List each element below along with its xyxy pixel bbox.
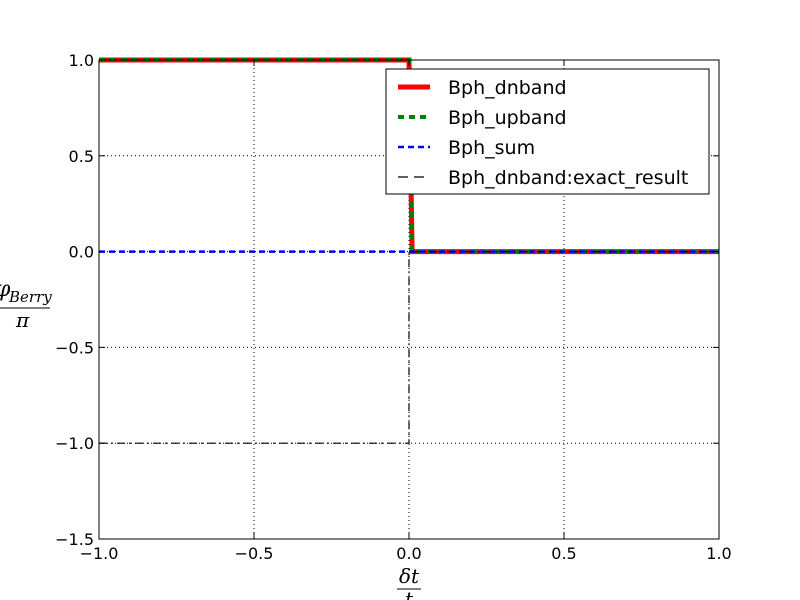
y-tick-label: −1.0 xyxy=(55,434,94,453)
legend: Bph_dnband Bph_upband Bph_sum Bph_dnband:ex… xyxy=(385,68,710,195)
y-axis-label: φ Berry π xyxy=(0,277,52,332)
y-tick-label: 1.0 xyxy=(69,51,94,70)
legend-label: Bph_dnband xyxy=(448,77,567,99)
legend-label: Bph_upband xyxy=(448,107,567,129)
y-label-symbol: φ xyxy=(0,277,11,302)
y-tick-label: −1.5 xyxy=(55,530,94,549)
y-label-subscript: Berry xyxy=(8,288,52,306)
x-axis-label: δt t xyxy=(397,564,421,600)
y-tick-label: 0.5 xyxy=(69,147,94,166)
x-tick-label: 0.0 xyxy=(396,544,421,563)
y-label-denominator: π xyxy=(15,308,30,332)
x-tick-label: 1.0 xyxy=(706,544,731,563)
x-tick-label: −0.5 xyxy=(235,544,274,563)
legend-box xyxy=(385,68,710,195)
legend-label: Bph_sum xyxy=(448,137,535,159)
x-label-numerator: δt xyxy=(399,564,420,588)
legend-label: Bph_dnband:exact_result xyxy=(448,167,688,189)
x-label-denominator: t xyxy=(405,587,414,600)
x-tick-label: −1.0 xyxy=(80,544,119,563)
y-tick-label: −0.5 xyxy=(55,338,94,357)
x-tick-label: 0.5 xyxy=(551,544,576,563)
axis-ticks: −1.0 −0.5 0.0 0.5 1.0−1.5−1.0−0.50.00.51.0 xyxy=(55,51,732,563)
y-tick-label: 0.0 xyxy=(69,243,94,262)
